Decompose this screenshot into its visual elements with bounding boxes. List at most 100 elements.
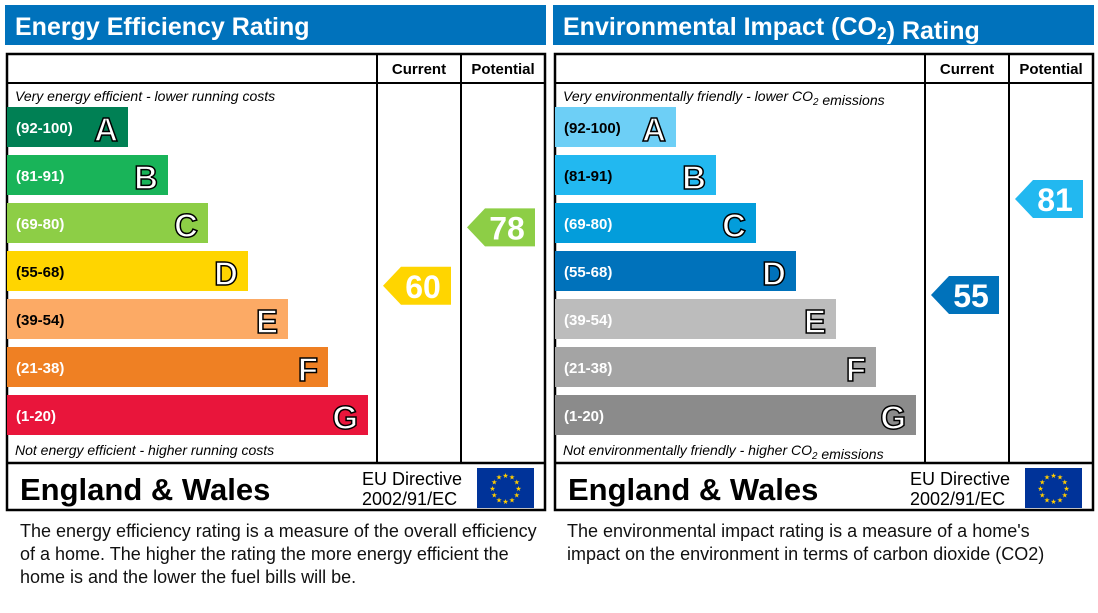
band-bar bbox=[555, 155, 716, 195]
svg-text:★: ★ bbox=[1063, 485, 1069, 493]
potential-rating: 78 bbox=[467, 208, 535, 247]
band-E: (39-54) E bbox=[7, 299, 288, 341]
band-B: (81-91) B bbox=[7, 155, 168, 197]
eu-flag-icon: ★ ★★★★★★★★★★★ bbox=[477, 468, 534, 508]
rating-arrow bbox=[383, 266, 451, 305]
band-letter: F bbox=[846, 351, 866, 388]
band-letter: F bbox=[298, 351, 318, 388]
footer-region: England & Wales bbox=[568, 472, 818, 507]
chart-header bbox=[553, 5, 1094, 45]
svg-text:★: ★ bbox=[1039, 492, 1045, 500]
band-bar bbox=[7, 347, 328, 387]
current-column-header: Current bbox=[392, 61, 446, 78]
band-range: (55-68) bbox=[16, 264, 64, 281]
environmental-impact-chart: Environmental Impact (CO2) Rating Current… bbox=[553, 5, 1095, 512]
top-note: Very environmentally friendly - lower CO… bbox=[563, 88, 885, 108]
band-letter: D bbox=[762, 255, 786, 292]
rating-value: 55 bbox=[953, 278, 989, 314]
footer-region: England & Wales bbox=[20, 472, 270, 507]
footer-directive-number: 2002/91/EC bbox=[362, 489, 457, 509]
band-letter: D bbox=[214, 255, 238, 292]
band-range: (1-20) bbox=[564, 408, 604, 425]
band-letter: C bbox=[174, 207, 198, 244]
footer-directive-number: 2002/91/EC bbox=[910, 489, 1005, 509]
svg-text:★: ★ bbox=[1062, 479, 1068, 487]
rating-value: 81 bbox=[1037, 182, 1073, 218]
band-letter: E bbox=[804, 303, 826, 340]
footer-directive: EU Directive bbox=[910, 469, 1010, 489]
band-letter: B bbox=[682, 159, 706, 196]
bottom-note: Not energy efficient - higher running co… bbox=[15, 442, 274, 458]
rating-value: 60 bbox=[405, 269, 441, 305]
band-E: (39-54) E bbox=[555, 299, 836, 341]
svg-text:★: ★ bbox=[489, 485, 495, 493]
band-bar bbox=[7, 251, 248, 291]
band-range: (55-68) bbox=[564, 264, 612, 281]
rating-value: 78 bbox=[489, 210, 525, 246]
top-note: Very energy efficient - lower running co… bbox=[15, 88, 275, 104]
environment-description: The environmental impact rating is a mea… bbox=[567, 521, 1045, 564]
band-range: (39-54) bbox=[564, 312, 612, 329]
current-rating: 60 bbox=[383, 266, 451, 305]
band-bar bbox=[7, 155, 168, 195]
band-range: (92-100) bbox=[564, 120, 621, 137]
band-G: (1-20) G bbox=[7, 395, 368, 437]
band-G: (1-20) G bbox=[555, 395, 916, 437]
band-bar bbox=[7, 299, 288, 339]
svg-text:★: ★ bbox=[509, 474, 515, 482]
band-F: (21-38) F bbox=[7, 347, 328, 389]
svg-text:★: ★ bbox=[514, 492, 520, 500]
potential-column-header: Potential bbox=[471, 61, 534, 78]
svg-text:★: ★ bbox=[1050, 472, 1056, 480]
band-A: (92-100) A bbox=[555, 107, 676, 149]
potential-rating: 81 bbox=[1015, 180, 1083, 218]
band-D: (55-68) D bbox=[7, 251, 248, 293]
band-range: (21-38) bbox=[564, 360, 612, 377]
svg-text:★: ★ bbox=[1044, 496, 1050, 504]
chart-title: Environmental Impact (CO2) Rating bbox=[563, 13, 980, 45]
band-letter: C bbox=[722, 207, 746, 244]
band-F: (21-38) F bbox=[555, 347, 876, 389]
current-column-header: Current bbox=[940, 61, 994, 78]
svg-text:★: ★ bbox=[491, 492, 497, 500]
svg-text:★: ★ bbox=[514, 479, 520, 487]
band-bar bbox=[555, 251, 796, 291]
potential-column-header: Potential bbox=[1019, 61, 1082, 78]
band-letter: E bbox=[256, 303, 278, 340]
footer-directive: EU Directive bbox=[362, 469, 462, 489]
band-bar bbox=[555, 203, 756, 243]
band-B: (81-91) B bbox=[555, 155, 716, 197]
svg-text:★: ★ bbox=[515, 485, 521, 493]
svg-text:★: ★ bbox=[1039, 479, 1045, 487]
current-rating: 55 bbox=[931, 276, 999, 314]
energy-description: The energy efficiency rating is a measur… bbox=[20, 521, 537, 587]
svg-text:★: ★ bbox=[1062, 492, 1068, 500]
band-bar bbox=[7, 395, 368, 435]
svg-text:★: ★ bbox=[1057, 474, 1063, 482]
energy-efficiency-chart: Energy Efficiency Rating Current Potential… bbox=[5, 5, 547, 512]
eu-flag-icon: ★ ★★★★★★★★★★★ bbox=[1025, 468, 1082, 508]
band-bar bbox=[555, 347, 876, 387]
band-bar bbox=[555, 395, 916, 435]
band-D: (55-68) D bbox=[555, 251, 796, 293]
band-bar bbox=[555, 299, 836, 339]
band-range: (21-38) bbox=[16, 360, 64, 377]
band-letter: G bbox=[332, 399, 358, 436]
svg-text:★: ★ bbox=[502, 472, 508, 480]
rating-arrow bbox=[1015, 180, 1083, 218]
band-range: (81-91) bbox=[564, 168, 612, 185]
rating-arrow bbox=[931, 276, 999, 314]
band-bar bbox=[7, 107, 128, 147]
svg-text:★: ★ bbox=[1037, 485, 1043, 493]
band-range: (1-20) bbox=[16, 408, 56, 425]
band-range: (69-80) bbox=[16, 216, 64, 233]
band-letter: A bbox=[642, 111, 666, 148]
chart-header bbox=[5, 5, 546, 45]
svg-text:★: ★ bbox=[496, 474, 502, 482]
svg-text:★: ★ bbox=[1057, 496, 1063, 504]
band-bar bbox=[7, 203, 208, 243]
rating-arrow bbox=[467, 208, 535, 247]
svg-text:★: ★ bbox=[1044, 474, 1050, 482]
svg-text:★: ★ bbox=[509, 496, 515, 504]
